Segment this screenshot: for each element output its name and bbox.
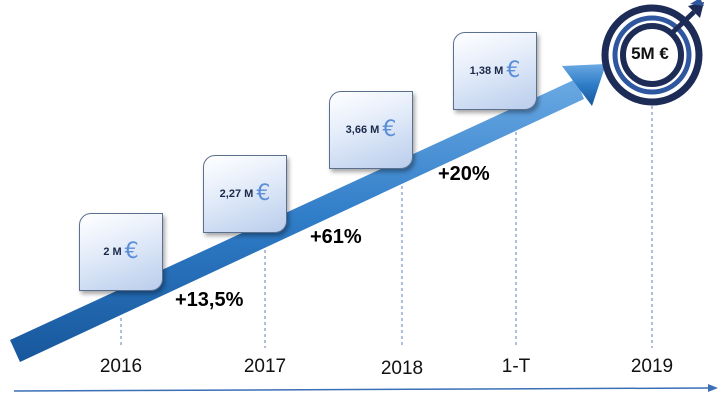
milestone-card-2016: 2 M € bbox=[79, 213, 163, 291]
milestone-value: 2,27 M bbox=[219, 188, 254, 200]
milestone-value: 2 M bbox=[103, 246, 122, 258]
milestone-value: 1,38 M bbox=[469, 65, 504, 77]
target-value: 5M € bbox=[631, 44, 669, 63]
euro-icon: € bbox=[506, 58, 521, 83]
milestone-card-1t: 1,38 M € bbox=[453, 32, 537, 110]
milestone-value: 3,66 M bbox=[345, 124, 380, 136]
milestone-card-2017: 2,27 M € bbox=[203, 155, 287, 233]
euro-icon: € bbox=[382, 117, 397, 142]
time-axis bbox=[13, 387, 709, 392]
period-label-2016: 2016 bbox=[99, 356, 143, 377]
euro-icon: € bbox=[256, 181, 271, 206]
period-label-2017: 2017 bbox=[243, 356, 287, 377]
growth-label-2018: +61% bbox=[310, 226, 362, 248]
milestone-card-2018: 3,66 M € bbox=[329, 91, 413, 169]
period-label-1t: 1-T bbox=[501, 356, 531, 377]
period-label-2019: 2019 bbox=[630, 356, 674, 377]
growth-arrow-body bbox=[10, 79, 584, 362]
growth-arrow-head bbox=[562, 64, 606, 106]
euro-icon: € bbox=[124, 239, 139, 264]
period-label-2018: 2018 bbox=[380, 358, 424, 379]
target-icon bbox=[601, 0, 704, 106]
time-axis-head bbox=[708, 384, 718, 392]
growth-label-2017: +13,5% bbox=[175, 289, 244, 311]
growth-label-1t: +20% bbox=[438, 163, 490, 185]
